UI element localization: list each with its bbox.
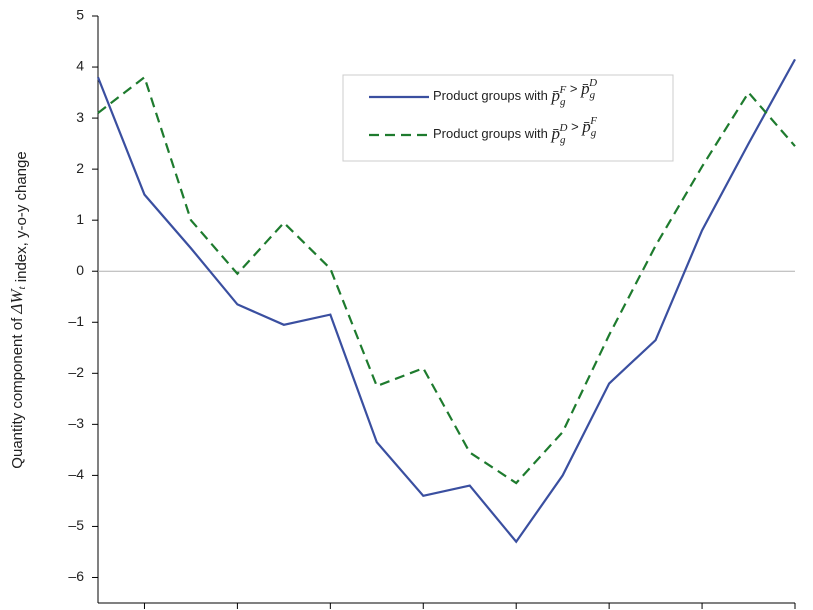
y-axis-label: Quantity component of ΔWt index, y-o-y c…	[7, 151, 30, 468]
y-tick-label: 4	[76, 58, 84, 74]
y-tick-label: –5	[68, 517, 84, 533]
y-tick-label: –6	[68, 568, 84, 584]
y-tick-label: 2	[76, 160, 84, 176]
y-tick-label: –4	[68, 466, 84, 482]
y-tick-label: 1	[76, 211, 84, 227]
data-line	[97, 75, 796, 485]
legend-box	[342, 74, 674, 162]
legend-label: Product groups with p̄gF > p̄gD	[433, 77, 597, 108]
data-line	[96, 58, 796, 544]
y-tick-label: –1	[68, 313, 84, 329]
y-tick-label: –3	[68, 415, 84, 431]
y-tick-label: 3	[76, 109, 84, 125]
y-tick-label: 5	[76, 7, 84, 23]
legend-label: Product groups with p̄gD > p̄gF	[433, 115, 597, 146]
y-tick-label: –2	[68, 364, 84, 380]
y-tick-label: 0	[76, 262, 84, 278]
